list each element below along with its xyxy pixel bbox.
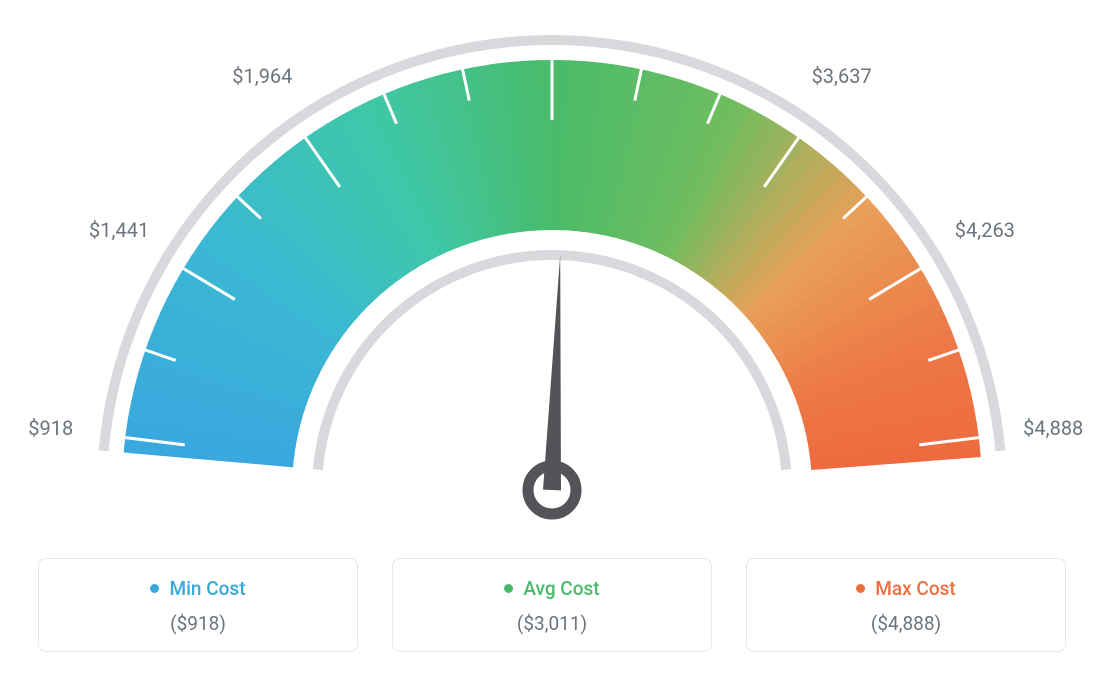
legend-value: ($3,011) bbox=[403, 612, 701, 635]
gauge-needle bbox=[543, 255, 561, 490]
tick-label: $4,263 bbox=[955, 218, 1015, 242]
legend-card-avg-cost: Avg Cost ($3,011) bbox=[392, 558, 712, 652]
tick-label: $1,441 bbox=[89, 218, 149, 242]
legend-title-text: Min Cost bbox=[169, 577, 245, 600]
legend-title-text: Avg Cost bbox=[523, 577, 599, 600]
tick-label: $3,637 bbox=[812, 64, 872, 88]
legend-card-max-cost: Max Cost ($4,888) bbox=[746, 558, 1066, 652]
legend-dot-icon bbox=[856, 584, 865, 593]
tick-label: $918 bbox=[28, 416, 73, 440]
legend-card-min-cost: Min Cost ($918) bbox=[38, 558, 358, 652]
legend-title: Avg Cost bbox=[504, 577, 599, 600]
legend-title: Min Cost bbox=[150, 577, 245, 600]
legend-row: Min Cost ($918) Avg Cost ($3,011) Max Cost ($… bbox=[20, 558, 1084, 652]
legend-title-text: Max Cost bbox=[875, 577, 955, 600]
tick-label: $4,888 bbox=[1023, 416, 1083, 440]
legend-dot-icon bbox=[150, 584, 159, 593]
legend-dot-icon bbox=[504, 584, 513, 593]
cost-gauge-chart: $918$1,441$1,964$3,011$3,637$4,263$4,888 bbox=[20, 20, 1084, 540]
legend-title: Max Cost bbox=[856, 577, 955, 600]
gauge-svg bbox=[20, 20, 1084, 540]
tick-label: $1,964 bbox=[232, 64, 292, 88]
legend-value: ($918) bbox=[49, 612, 347, 635]
legend-value: ($4,888) bbox=[757, 612, 1055, 635]
